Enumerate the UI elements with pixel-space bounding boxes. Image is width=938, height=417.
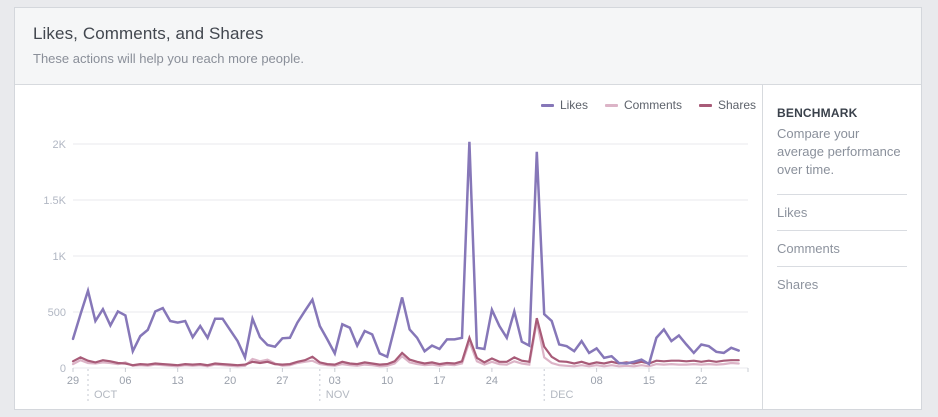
chart-legend: Likes Comments Shares <box>540 98 756 112</box>
legend-item-shares[interactable]: Shares <box>698 98 756 112</box>
card-body: Likes Comments Shares 0 500 1K 1.5K 2K 29 06 13 20… <box>15 85 921 409</box>
benchmark-item-likes[interactable]: Likes <box>777 193 907 230</box>
svg-text:22: 22 <box>695 375 707 387</box>
benchmark-item-shares[interactable]: Shares <box>777 265 907 302</box>
legend-swatch-icon <box>540 103 554 107</box>
legend-label: Comments <box>623 98 682 112</box>
svg-text:08: 08 <box>590 375 602 387</box>
svg-text:1.5K: 1.5K <box>43 195 66 207</box>
svg-text:27: 27 <box>276 375 288 387</box>
svg-text:1K: 1K <box>53 251 67 263</box>
benchmark-description: Compare your average performance over ti… <box>777 126 901 178</box>
svg-text:OCT: OCT <box>94 389 118 401</box>
legend-item-comments[interactable]: Comments <box>604 98 682 112</box>
svg-text:NOV: NOV <box>326 389 351 401</box>
chart-panel: Likes Comments Shares 0 500 1K 1.5K 2K 29 06 13 20… <box>15 85 762 411</box>
benchmark-panel: BENCHMARK Compare your average performan… <box>762 85 921 409</box>
benchmark-list: Likes Comments Shares <box>777 193 907 302</box>
section-header: Likes, Comments, and Shares These action… <box>15 8 921 85</box>
legend-label: Likes <box>559 98 588 112</box>
legend-swatch-icon <box>698 103 712 107</box>
svg-text:03: 03 <box>329 375 341 387</box>
svg-text:2K: 2K <box>53 139 67 151</box>
legend-label: Shares <box>717 98 756 112</box>
svg-text:17: 17 <box>433 375 445 387</box>
svg-text:15: 15 <box>643 375 655 387</box>
legend-swatch-icon <box>604 103 618 107</box>
page-title: Likes, Comments, and Shares <box>33 24 264 43</box>
svg-text:24: 24 <box>486 375 498 387</box>
page-subtitle: These actions will help you reach more p… <box>33 51 304 66</box>
benchmark-heading: BENCHMARK <box>777 106 858 120</box>
line-chart[interactable]: 0 500 1K 1.5K 2K 29 06 13 20 27 03 10 17 24 08 15 22 OCT N… <box>15 85 762 411</box>
svg-text:0: 0 <box>60 363 66 375</box>
svg-text:20: 20 <box>224 375 236 387</box>
svg-text:29: 29 <box>67 375 79 387</box>
insights-card: Likes, Comments, and Shares These action… <box>14 7 922 410</box>
svg-text:10: 10 <box>381 375 393 387</box>
svg-text:500: 500 <box>48 307 66 319</box>
series-likes <box>71 141 740 367</box>
benchmark-item-comments[interactable]: Comments <box>777 229 907 266</box>
svg-text:DEC: DEC <box>550 389 573 401</box>
svg-text:13: 13 <box>172 375 184 387</box>
legend-item-likes[interactable]: Likes <box>540 98 588 112</box>
svg-text:06: 06 <box>119 375 131 387</box>
